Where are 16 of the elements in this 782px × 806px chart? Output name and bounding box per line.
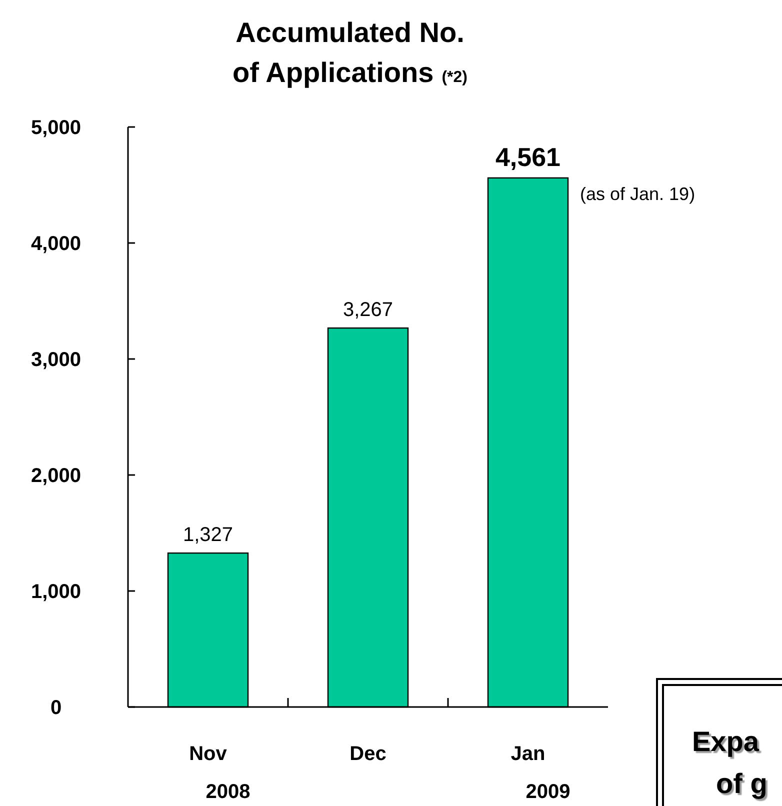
x-tick-label: Dec <box>350 743 386 765</box>
text: Expa <box>692 726 760 757</box>
y-tick-label: 2,000 <box>30 465 82 487</box>
data-label: 1,327 <box>182 524 234 546</box>
y-tick-label: 5,000 <box>30 117 82 139</box>
y-tick-label: 3,000 <box>30 349 82 371</box>
chart-title: Accumulated No. of Applications (*2) <box>232 17 468 88</box>
annotation: (as of Jan. 19) <box>580 184 696 204</box>
x-tick-label: Nov 2008 <box>189 743 250 803</box>
data-label: 4,561 <box>495 142 561 172</box>
y-tick-label: 1,000 <box>30 581 82 603</box>
text: of g <box>716 768 768 799</box>
y-tick-label: 0 <box>50 697 62 719</box>
data-label: 3,267 <box>342 299 394 322</box>
x-tick-label: Jan 2009 <box>510 743 570 803</box>
y-tick-label: 4,000 <box>30 233 82 255</box>
